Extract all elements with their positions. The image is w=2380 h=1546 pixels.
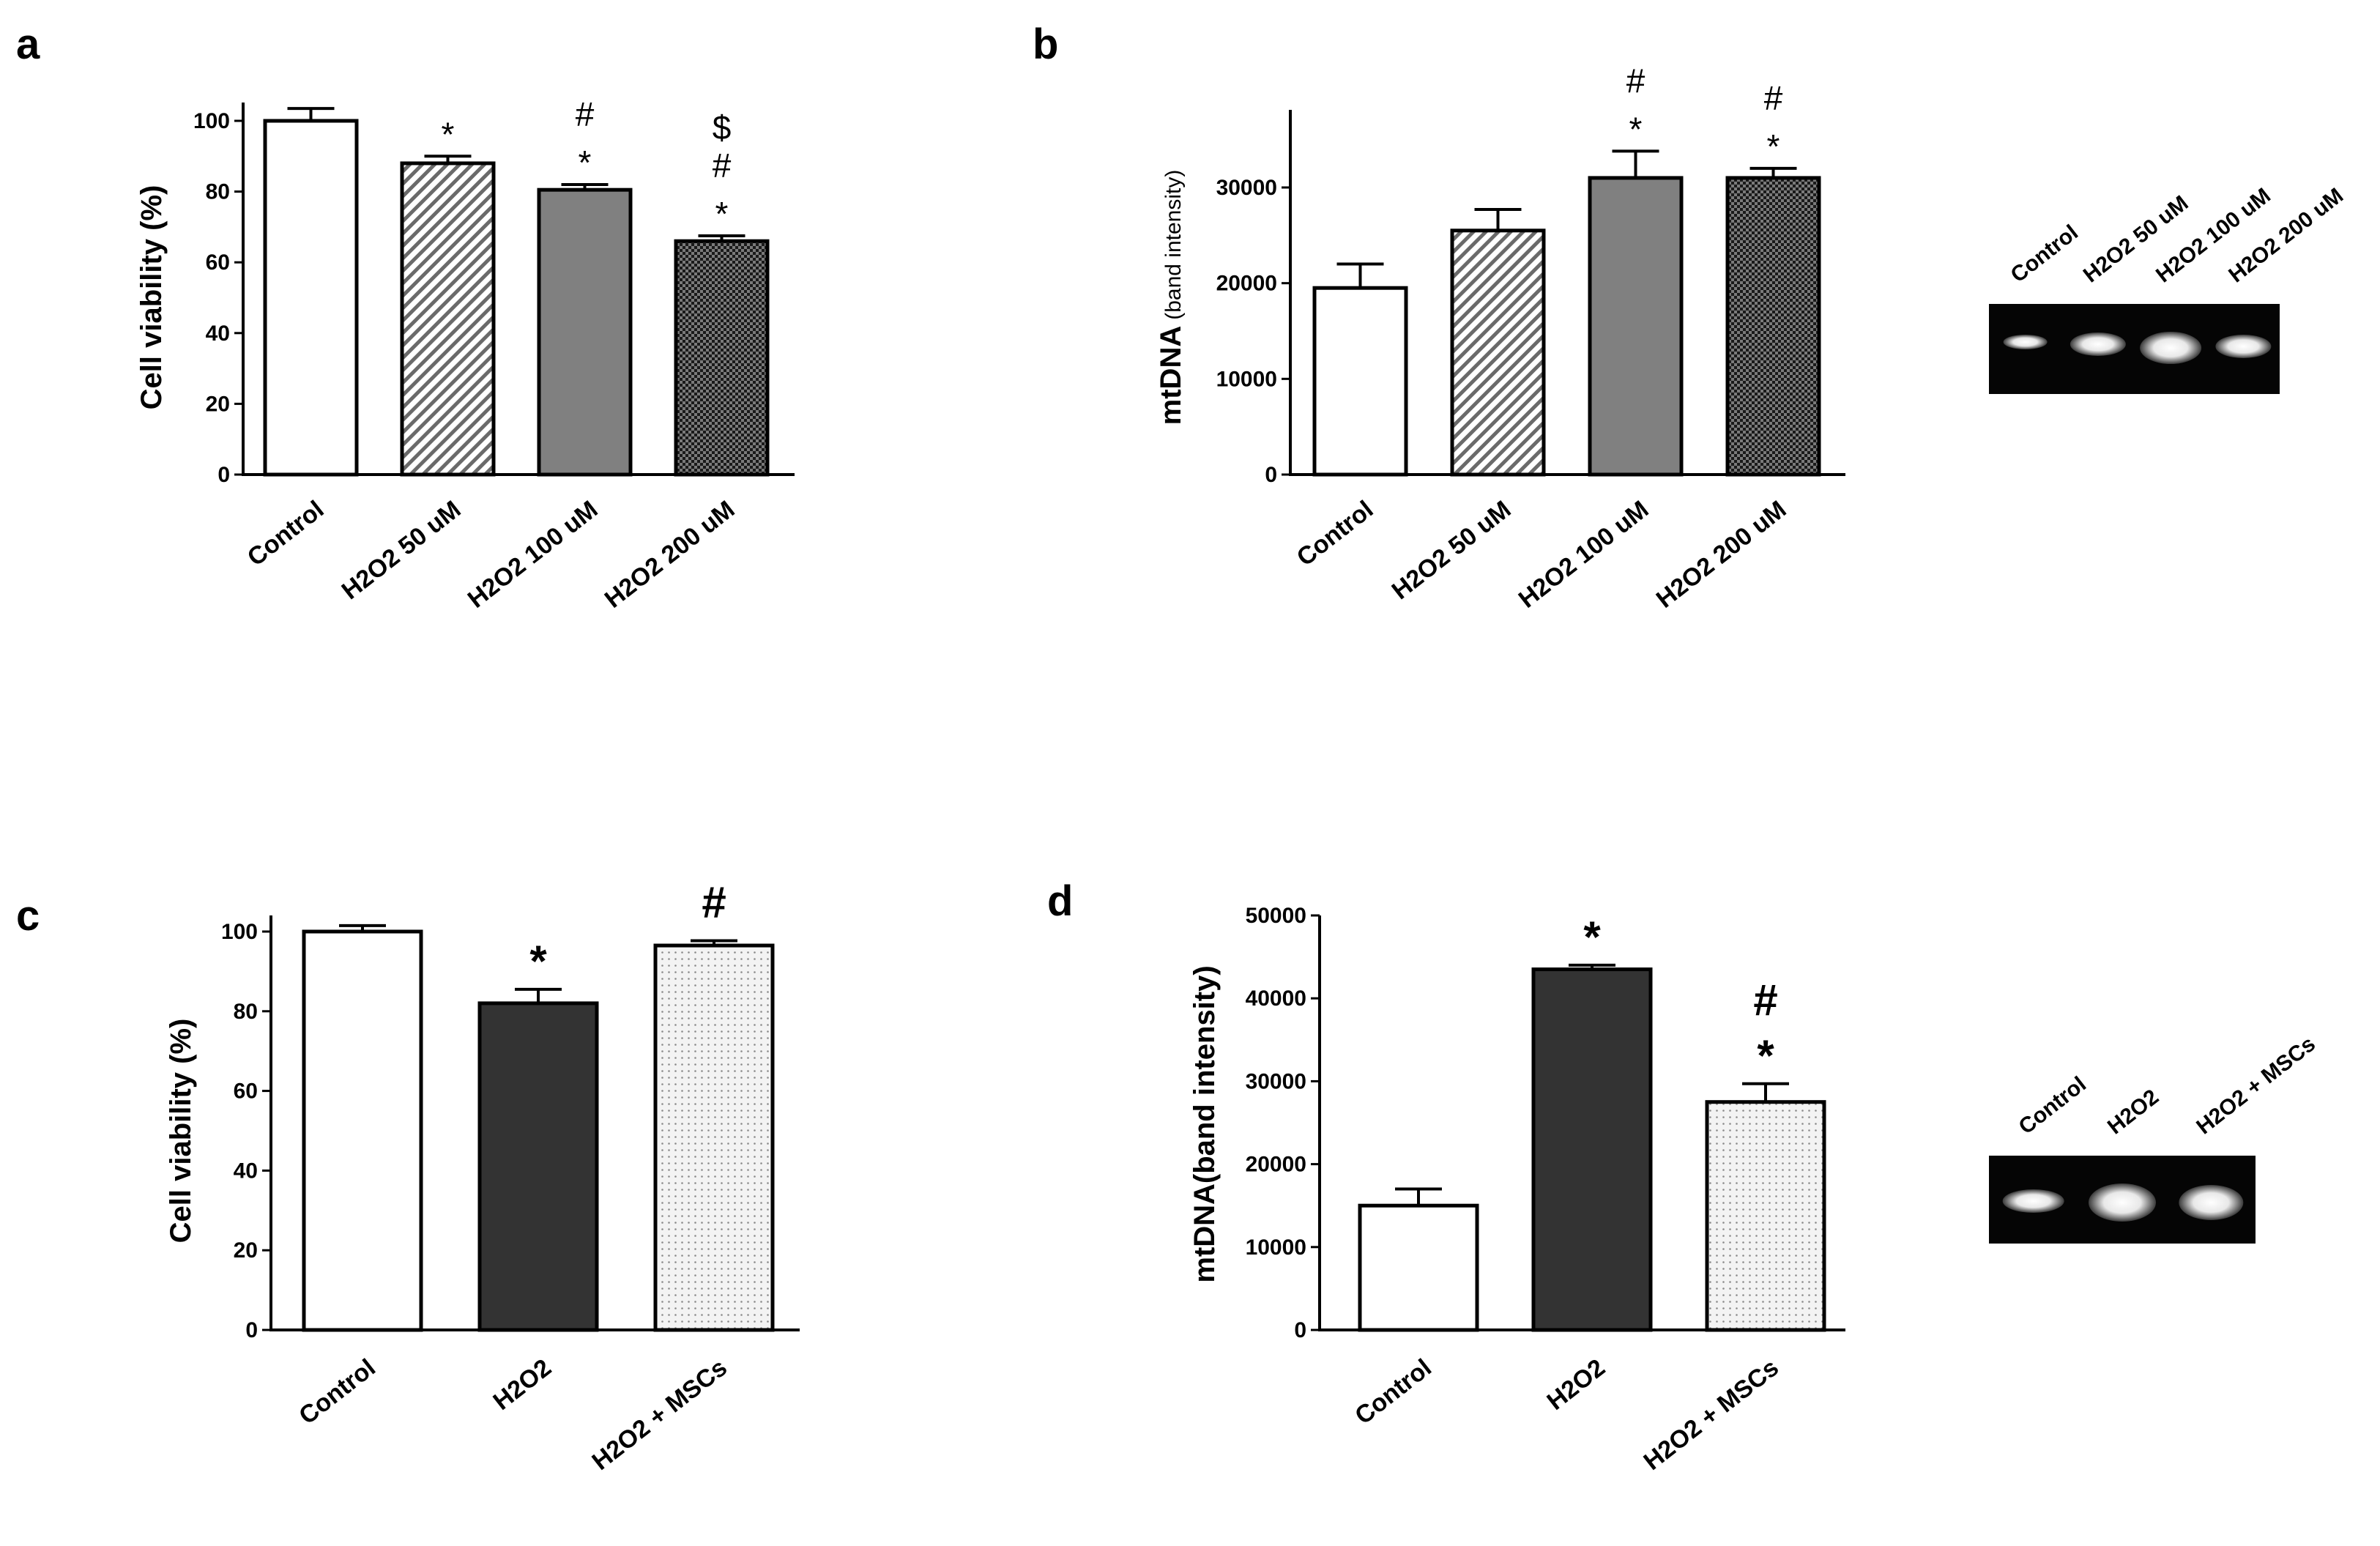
category-label: H2O2 200 uM bbox=[600, 495, 740, 613]
y-tick-label: 80 bbox=[206, 180, 230, 204]
y-tick-label: 80 bbox=[234, 1000, 258, 1024]
significance-mark: # bbox=[576, 95, 595, 133]
panel-letter-a: a bbox=[16, 21, 40, 68]
category-label: H2O2 + MSCs bbox=[1639, 1353, 1784, 1476]
category-label: Control bbox=[1292, 495, 1379, 571]
significance-mark: * bbox=[1757, 1031, 1774, 1080]
y-tick-label: 40000 bbox=[1246, 986, 1306, 1011]
significance-mark: * bbox=[579, 144, 592, 182]
category-label: H2O2 bbox=[488, 1353, 557, 1416]
bar-d-0 bbox=[1358, 1203, 1479, 1332]
significance-mark: * bbox=[442, 115, 455, 153]
chart-a: 0 20 40 60 80 100 Cell viability (%) Control * H2… bbox=[135, 95, 795, 614]
y-axis-label: mtDNA (band intensity) bbox=[1155, 170, 1187, 425]
bar-c-0 bbox=[302, 929, 423, 1332]
y-tick-label: 30000 bbox=[1246, 1069, 1306, 1093]
gel-d: Control H2O2 H2O2 + MSCs bbox=[1989, 1032, 2320, 1244]
panel-letter-c: c bbox=[16, 892, 40, 940]
category-label: H2O2 100 uM bbox=[1514, 495, 1654, 613]
bar-a-0 bbox=[263, 119, 359, 477]
gel-lane-label: H2O2 + MSCs bbox=[2192, 1032, 2320, 1140]
significance-mark: * bbox=[715, 195, 729, 233]
bar-c-1 bbox=[477, 1001, 599, 1332]
gel-lane-label: Control bbox=[2007, 220, 2083, 288]
y-tick-label: 60 bbox=[234, 1079, 258, 1104]
y-axis-label: Cell viability (%) bbox=[135, 185, 168, 410]
y-axis-label-main: mtDNA bbox=[1155, 326, 1187, 425]
y-tick-label: 60 bbox=[206, 250, 230, 275]
y-axis-label: mtDNA(band intensity) bbox=[1189, 965, 1221, 1282]
y-axis-label-suffix: (band intensity) bbox=[1161, 170, 1186, 320]
panel-letter-b: b bbox=[1033, 21, 1058, 68]
y-axis-label-main: Cell viability (%) bbox=[165, 1019, 197, 1244]
bar-a-1 bbox=[400, 161, 496, 477]
y-tick-label: 20000 bbox=[1246, 1153, 1306, 1177]
y-tick-label: 100 bbox=[221, 920, 258, 944]
bar-b-3 bbox=[1725, 176, 1821, 477]
significance-mark: * bbox=[1767, 127, 1780, 166]
gel-band bbox=[2003, 335, 2048, 349]
gel-band bbox=[2215, 335, 2272, 358]
y-tick-label: 100 bbox=[193, 109, 230, 133]
chart-b: 0 10000 20000 30000 mtDNA (band intensity) Con… bbox=[1155, 62, 1845, 614]
chart-c: 0 20 40 60 80 100 Cell viability (%) Control * H2… bbox=[165, 878, 800, 1476]
y-axis-label-main: mtDNA(band intensity) bbox=[1189, 965, 1221, 1282]
category-label: Control bbox=[242, 495, 330, 571]
y-tick-label: 10000 bbox=[1216, 367, 1277, 391]
category-label: H2O2 200 uM bbox=[1651, 495, 1792, 613]
y-tick-label: 20 bbox=[206, 392, 230, 416]
gel-band bbox=[2140, 332, 2202, 364]
significance-mark: * bbox=[1629, 110, 1643, 148]
y-tick-label: 0 bbox=[217, 463, 230, 487]
significance-mark: # bbox=[1764, 79, 1783, 117]
y-tick-label: 10000 bbox=[1246, 1235, 1306, 1260]
category-label: Control bbox=[294, 1353, 381, 1430]
y-tick-label: 0 bbox=[1265, 463, 1277, 487]
category-label: H2O2 100 uM bbox=[463, 495, 603, 613]
bar-b-0 bbox=[1312, 286, 1408, 477]
gel-band bbox=[2179, 1185, 2244, 1220]
chart-d: 0 10000 20000 30000 40000 50000 mtDNA(band int… bbox=[1189, 904, 1845, 1476]
bar-b-1 bbox=[1450, 228, 1546, 477]
significance-mark: * bbox=[1583, 913, 1601, 962]
bar-a-3 bbox=[674, 239, 770, 477]
bar-c-2 bbox=[653, 943, 775, 1332]
y-tick-label: 40 bbox=[234, 1159, 258, 1183]
y-axis-label: Cell viability (%) bbox=[165, 1019, 197, 1244]
category-label: H2O2 bbox=[1542, 1353, 1610, 1416]
y-axis-label-main: Cell viability (%) bbox=[135, 185, 168, 410]
y-tick-label: 50000 bbox=[1246, 904, 1306, 928]
bar-d-1 bbox=[1531, 967, 1653, 1332]
gel-band bbox=[2089, 1183, 2156, 1222]
significance-mark: # bbox=[702, 878, 726, 927]
y-tick-label: 40 bbox=[206, 322, 230, 346]
significance-mark: # bbox=[713, 146, 732, 185]
category-label: H2O2 50 uM bbox=[337, 495, 466, 605]
y-tick-label: 0 bbox=[245, 1318, 258, 1342]
significance-mark: # bbox=[1753, 975, 1777, 1025]
significance-mark: $ bbox=[713, 108, 732, 146]
y-tick-label: 0 bbox=[1294, 1318, 1306, 1342]
y-tick-label: 20 bbox=[234, 1238, 258, 1263]
gel-band bbox=[2070, 332, 2126, 356]
gel-band bbox=[2002, 1189, 2064, 1213]
bar-d-2 bbox=[1705, 1100, 1826, 1332]
category-label: H2O2 + MSCs bbox=[587, 1353, 732, 1476]
gel-lane-label: H2O2 bbox=[2103, 1085, 2163, 1139]
category-label: H2O2 50 uM bbox=[1387, 495, 1517, 605]
category-label: Control bbox=[1350, 1353, 1437, 1430]
y-tick-label: 30000 bbox=[1216, 176, 1277, 200]
y-tick-label: 20000 bbox=[1216, 272, 1277, 296]
significance-mark: # bbox=[1626, 62, 1645, 100]
significance-mark: * bbox=[529, 937, 547, 986]
bar-a-2 bbox=[537, 187, 633, 477]
gel-lane-label: Control bbox=[2015, 1072, 2091, 1140]
panel-letter-d: d bbox=[1047, 877, 1073, 925]
bar-b-2 bbox=[1588, 176, 1684, 477]
